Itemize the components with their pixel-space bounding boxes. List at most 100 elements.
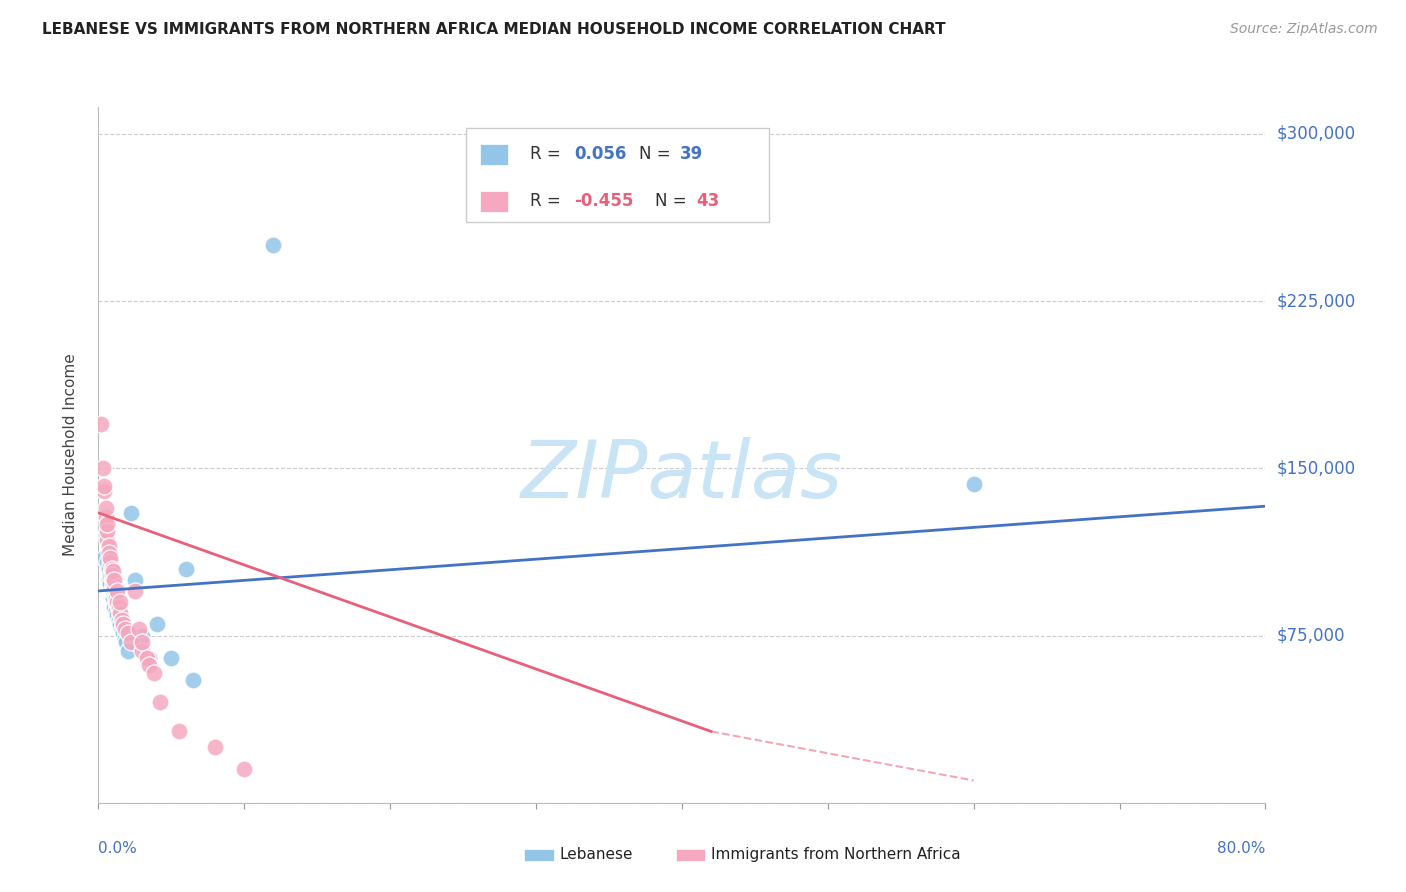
Point [138, 657, 160, 672]
Point [104, 595, 127, 609]
Point [114, 622, 136, 636]
Text: ZIPatlas: ZIPatlas [520, 437, 844, 515]
Point [110, 595, 132, 609]
Point [142, 666, 165, 681]
Point [115, 635, 138, 649]
Point [97, 573, 120, 587]
Text: Immigrants from Northern Africa: Immigrants from Northern Africa [711, 847, 960, 863]
Point [105, 595, 128, 609]
Point [131, 644, 153, 658]
Point [97, 562, 120, 576]
Point [93, 483, 115, 498]
Point [117, 626, 139, 640]
Point [111, 613, 134, 627]
Point [114, 631, 136, 645]
Point [146, 617, 169, 632]
Point [135, 651, 157, 665]
Point [108, 599, 131, 614]
Point [94, 510, 117, 524]
Text: LEBANESE VS IMMIGRANTS FROM NORTHERN AFRICA MEDIAN HOUSEHOLD INCOME CORRELATION : LEBANESE VS IMMIGRANTS FROM NORTHERN AFR… [42, 22, 946, 37]
Point [94, 501, 117, 516]
Point [204, 740, 226, 755]
Point [111, 613, 134, 627]
Point [108, 599, 131, 614]
Point [103, 599, 125, 614]
Point [138, 651, 160, 665]
Point [104, 586, 127, 600]
Point [96, 524, 118, 538]
FancyBboxPatch shape [524, 848, 554, 862]
Point [101, 564, 124, 578]
FancyBboxPatch shape [479, 144, 508, 165]
Text: Lebanese: Lebanese [560, 847, 633, 863]
Point [120, 635, 142, 649]
Point [101, 573, 124, 587]
Point [110, 607, 132, 621]
Point [103, 586, 125, 600]
Text: N =: N = [638, 145, 676, 163]
Point [233, 762, 256, 776]
Point [105, 608, 128, 623]
Y-axis label: Median Household Income: Median Household Income [63, 353, 77, 557]
Point [105, 591, 128, 605]
Point [90, 417, 112, 431]
Point [101, 577, 124, 591]
Point [93, 479, 115, 493]
Point [96, 533, 118, 547]
Text: 39: 39 [679, 145, 703, 163]
Point [100, 568, 122, 582]
Text: 0.056: 0.056 [575, 145, 627, 163]
Point [96, 517, 118, 532]
Point [101, 584, 124, 599]
Point [112, 626, 135, 640]
Point [124, 573, 146, 587]
Point [160, 651, 183, 665]
Point [91, 461, 114, 475]
Point [112, 617, 135, 632]
Point [101, 573, 124, 587]
Point [104, 591, 127, 605]
Point [94, 528, 117, 542]
Point [104, 604, 127, 618]
Text: R =: R = [530, 192, 567, 211]
Text: Source: ZipAtlas.com: Source: ZipAtlas.com [1230, 22, 1378, 37]
Point [100, 562, 122, 576]
Point [111, 622, 134, 636]
Point [105, 584, 128, 599]
Text: -0.455: -0.455 [575, 192, 634, 211]
Point [262, 238, 284, 252]
Point [98, 555, 121, 569]
Text: 43: 43 [696, 192, 718, 211]
FancyBboxPatch shape [676, 848, 706, 862]
Point [962, 476, 984, 491]
Point [110, 617, 132, 632]
Point [110, 607, 132, 621]
Point [131, 635, 153, 649]
Text: $225,000: $225,000 [1277, 292, 1355, 310]
Text: $300,000: $300,000 [1277, 125, 1355, 143]
Point [167, 724, 190, 739]
Text: 0.0%: 0.0% [98, 841, 138, 856]
Point [131, 628, 153, 642]
Point [108, 613, 131, 627]
Point [103, 582, 125, 596]
Point [101, 591, 124, 605]
Text: N =: N = [655, 192, 692, 211]
Text: $75,000: $75,000 [1277, 626, 1346, 645]
FancyBboxPatch shape [479, 191, 508, 211]
Point [103, 573, 125, 587]
Text: 80.0%: 80.0% [1218, 841, 1265, 856]
Point [100, 582, 122, 596]
Point [98, 568, 121, 582]
Text: $150,000: $150,000 [1277, 459, 1355, 477]
Point [117, 644, 139, 658]
Point [98, 550, 121, 565]
FancyBboxPatch shape [465, 128, 769, 222]
Point [97, 546, 120, 560]
Point [98, 546, 121, 560]
Point [174, 562, 197, 576]
Point [181, 673, 204, 687]
Point [149, 696, 172, 710]
Point [96, 555, 118, 569]
Point [120, 506, 142, 520]
